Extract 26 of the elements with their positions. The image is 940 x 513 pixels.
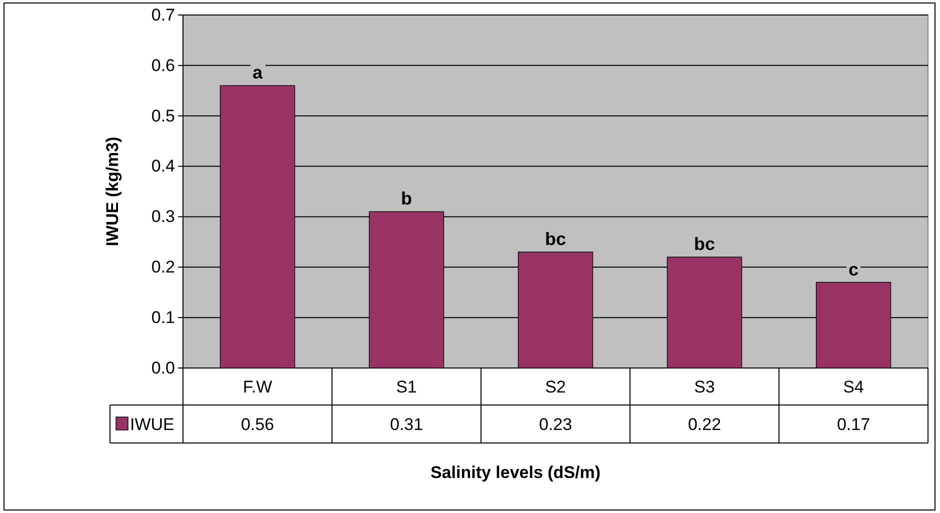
x-tick-label: S3	[694, 378, 715, 396]
annotation: a	[252, 62, 264, 83]
data-label: 0.17	[836, 415, 870, 434]
annotation: c	[848, 259, 859, 280]
data-label: 0.23	[538, 415, 572, 434]
annotation: bc	[544, 229, 566, 250]
y-tick-label: 0.2	[151, 258, 175, 277]
x-tick-label: S2	[545, 378, 566, 396]
y-axis-title: IWUE (kg/m3)	[103, 136, 122, 246]
y-tick-label: 0.4	[151, 156, 175, 176]
x-axis-title: Salinity levels (dS/m)	[430, 463, 601, 482]
annotation: b	[401, 188, 412, 209]
data-label: 0.56	[240, 415, 274, 434]
y-tick-label: 0.0	[151, 358, 175, 378]
y-tick-label: 0.3	[151, 207, 175, 226]
y-tick-label: 0.5	[151, 106, 175, 126]
legend-label: IWUE	[130, 415, 174, 434]
x-tick-label: S4	[843, 378, 864, 396]
x-tick-label: S1	[396, 378, 417, 396]
data-label: 0.22	[688, 415, 722, 434]
annotation: bc	[694, 234, 716, 254]
y-tick-label: 0.1	[151, 308, 175, 328]
data-label: 0.31	[390, 415, 424, 434]
y-tick-label: 0.6	[151, 56, 175, 75]
y-tick-label: 0.7	[151, 5, 175, 24]
x-tick-label: F.W	[242, 378, 272, 396]
